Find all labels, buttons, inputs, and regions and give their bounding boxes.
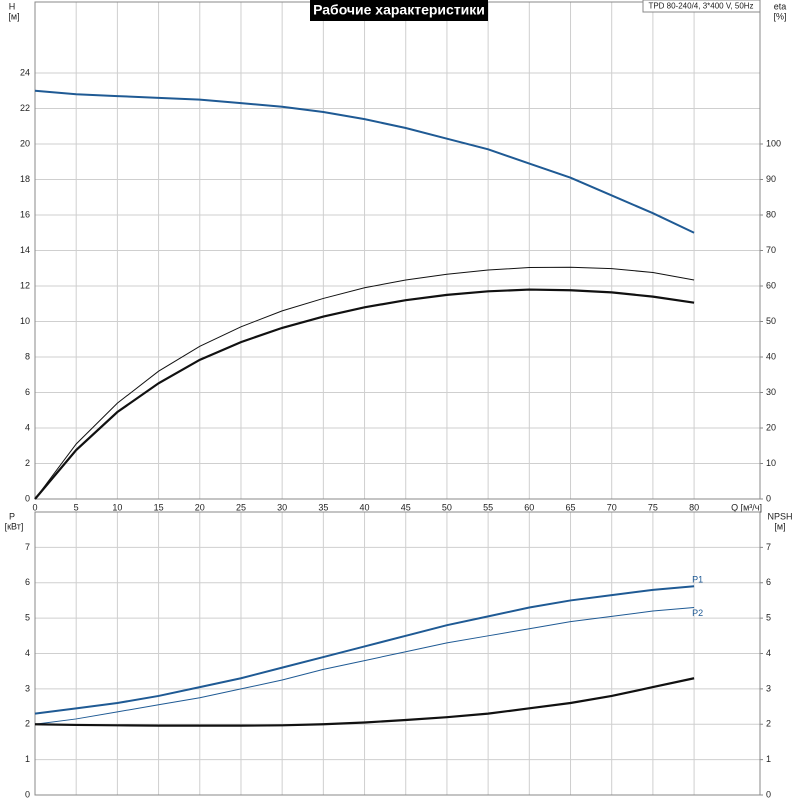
- y-tick-label: 2: [25, 458, 30, 468]
- y-tick-label: 0: [25, 493, 30, 503]
- y-tick-label: 0: [25, 789, 30, 799]
- series-label: P1: [692, 575, 703, 585]
- y-tick-label: 6: [25, 387, 30, 397]
- plot-frame: [34, 511, 761, 796]
- subtitle-box: [642, 0, 761, 13]
- y2-tick-label: 2: [766, 719, 771, 729]
- series-line: [34, 677, 695, 727]
- x-tick-label: 60: [524, 502, 534, 512]
- x-tick-label: 20: [195, 502, 205, 512]
- y-tick-label: 5: [25, 613, 30, 623]
- y-tick-label: 12: [20, 280, 30, 290]
- y2-tick-label: 1: [766, 754, 771, 764]
- y2-axis-label: eta: [774, 1, 787, 11]
- y-tick-label: 4: [25, 648, 30, 658]
- y-tick-label: 8: [25, 351, 30, 361]
- x-tick-label: 5: [74, 502, 79, 512]
- x-tick-label: 65: [566, 502, 576, 512]
- y2-axis-label: NPSH: [767, 511, 792, 521]
- y-axis-unit: [кВт]: [5, 521, 24, 531]
- y2-tick-label: 40: [766, 351, 776, 361]
- x-tick-label: 55: [483, 502, 493, 512]
- series-line: [34, 266, 695, 500]
- x-tick-label: 50: [442, 502, 452, 512]
- y-tick-label: 10: [20, 316, 30, 326]
- y2-tick-label: 90: [766, 174, 776, 184]
- y-tick-label: 7: [25, 542, 30, 552]
- y-tick-label: 20: [20, 138, 30, 148]
- x-tick-label: 25: [236, 502, 246, 512]
- y2-tick-label: 4: [766, 648, 771, 658]
- title-box: [310, 0, 488, 21]
- y2-tick-label: 100: [766, 138, 781, 148]
- y2-tick-label: 7: [766, 542, 771, 552]
- y-tick-label: 14: [20, 245, 30, 255]
- y-tick-label: 16: [20, 209, 30, 219]
- x-tick-label: 80: [689, 502, 699, 512]
- y2-axis-unit: [м]: [774, 521, 785, 531]
- y-tick-label: 24: [20, 67, 30, 77]
- y2-tick-label: 80: [766, 209, 776, 219]
- x-tick-label: 15: [154, 502, 164, 512]
- x-tick-label: 40: [360, 502, 370, 512]
- x-tick-label: 70: [607, 502, 617, 512]
- y-tick-label: 3: [25, 683, 30, 693]
- y-tick-label: 22: [20, 103, 30, 113]
- y2-tick-label: 0: [766, 789, 771, 799]
- y2-tick-label: 10: [766, 458, 776, 468]
- x-tick-label: 35: [318, 502, 328, 512]
- x-tick-label: 30: [277, 502, 287, 512]
- series-line: [34, 585, 695, 715]
- series-line: [34, 89, 695, 234]
- y2-tick-label: 60: [766, 280, 776, 290]
- y-tick-label: 6: [25, 577, 30, 587]
- y-axis-unit: [м]: [8, 11, 19, 21]
- y-tick-label: 2: [25, 719, 30, 729]
- y2-tick-label: 20: [766, 422, 776, 432]
- y2-tick-label: 3: [766, 683, 771, 693]
- y2-tick-label: 6: [766, 577, 771, 587]
- x-tick-label: 0: [32, 502, 37, 512]
- y-tick-label: 1: [25, 754, 30, 764]
- series-line: [34, 288, 695, 500]
- y-axis-label: H: [9, 1, 16, 11]
- chart-title: Рабочие характеристики: [313, 2, 485, 18]
- y2-tick-label: 5: [766, 613, 771, 623]
- y2-axis-unit: [%]: [773, 11, 786, 21]
- y2-tick-label: 50: [766, 316, 776, 326]
- y-tick-label: 18: [20, 174, 30, 184]
- y2-tick-label: 70: [766, 245, 776, 255]
- y2-tick-label: 30: [766, 387, 776, 397]
- series-label: P2: [692, 608, 703, 618]
- y-tick-label: 4: [25, 422, 30, 432]
- x-tick-label: 45: [401, 502, 411, 512]
- y-axis-label: P: [9, 511, 15, 521]
- x-tick-label: 10: [112, 502, 122, 512]
- y2-tick-label: 0: [766, 493, 771, 503]
- x-tick-label: 75: [648, 502, 658, 512]
- series-line: [34, 607, 695, 725]
- chart-subtitle: TPD 80-240/4, 3*400 V, 50Hz: [648, 2, 753, 11]
- x-axis-label: Q [м³/ч]: [731, 502, 762, 512]
